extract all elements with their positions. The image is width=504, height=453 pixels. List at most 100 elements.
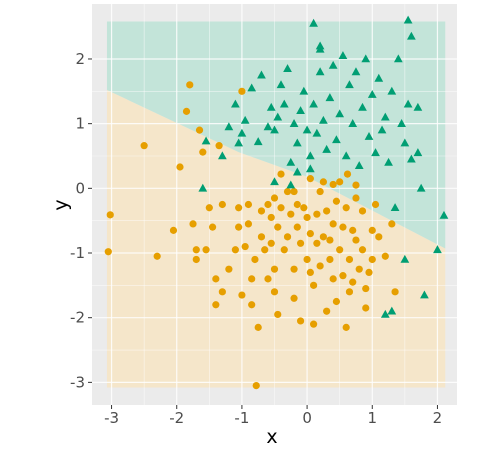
x-tick-label: -2 — [169, 409, 184, 427]
point-triangle — [309, 18, 318, 27]
point-circle — [270, 265, 279, 273]
point-circle — [267, 239, 275, 247]
point-circle — [345, 255, 354, 264]
point-circle — [388, 220, 396, 228]
point-circle — [362, 304, 370, 312]
point-circle — [218, 288, 226, 296]
point-triangle — [292, 138, 302, 147]
point-circle — [336, 246, 344, 254]
point-circle — [169, 226, 178, 234]
point-circle — [339, 272, 347, 280]
y-tick-label: -1 — [70, 244, 85, 262]
point-triangle — [299, 86, 309, 95]
point-triangle — [273, 112, 283, 121]
point-circle — [368, 255, 376, 264]
point-circle — [306, 268, 314, 277]
point-circle — [352, 194, 360, 202]
point-circle — [358, 207, 367, 215]
point-circle — [323, 307, 331, 315]
point-triangle — [387, 306, 397, 315]
point-triangle — [393, 54, 403, 63]
decision-region-orange — [106, 90, 446, 388]
point-triangle — [315, 41, 325, 50]
point-circle — [332, 297, 341, 306]
point-circle — [231, 246, 239, 254]
point-triangle — [305, 151, 315, 160]
point-triangle — [279, 99, 289, 108]
point-triangle — [407, 31, 416, 40]
point-circle — [252, 381, 260, 390]
point-triangle — [371, 148, 380, 157]
x-tick-label: -1 — [234, 409, 249, 427]
point-circle — [339, 223, 347, 231]
point-circle — [140, 142, 148, 150]
point-circle — [235, 223, 243, 231]
point-circle — [241, 242, 249, 251]
point-circle — [349, 226, 357, 234]
x-tick-label: 2 — [433, 409, 443, 427]
point-circle — [349, 278, 357, 286]
point-triangle — [240, 115, 250, 124]
point-circle — [153, 252, 161, 260]
point-triangle — [397, 119, 406, 127]
x-tick-label: -3 — [104, 409, 119, 427]
point-circle — [235, 204, 243, 212]
point-triangle — [231, 99, 240, 108]
point-circle — [225, 265, 233, 273]
point-triangle — [380, 112, 390, 121]
point-triangle — [374, 73, 384, 82]
point-triangle — [351, 67, 361, 76]
point-circle — [323, 207, 331, 215]
point-triangle — [433, 245, 442, 254]
point-triangle — [420, 290, 429, 299]
point-triangle — [354, 161, 364, 170]
point-circle — [303, 213, 311, 222]
point-triangle — [289, 119, 299, 127]
point-circle — [290, 187, 298, 196]
point-circle — [306, 230, 314, 238]
point-triangle — [305, 164, 315, 173]
point-circle — [254, 323, 262, 331]
y-tick-label: -3 — [70, 373, 85, 391]
point-triangle — [312, 128, 322, 137]
point-circle — [342, 323, 350, 331]
point-triangle — [286, 157, 296, 166]
point-circle — [238, 291, 246, 299]
point-circle — [195, 126, 204, 134]
point-circle — [319, 233, 327, 241]
point-triangle — [413, 102, 423, 111]
point-triangle — [390, 203, 400, 212]
point-triangle — [319, 115, 328, 124]
point-triangle — [403, 15, 413, 24]
point-circle — [329, 180, 337, 189]
point-circle — [345, 288, 354, 296]
point-triangle — [253, 137, 263, 146]
point-triangle — [201, 136, 211, 145]
point-circle — [358, 246, 367, 254]
y-tick-label: 2 — [75, 50, 85, 68]
point-circle — [355, 265, 363, 273]
point-triangle — [367, 89, 377, 98]
point-circle — [212, 275, 220, 283]
point-circle — [244, 220, 253, 228]
point-circle — [264, 200, 272, 209]
point-triangle — [358, 102, 367, 111]
point-circle — [244, 200, 253, 209]
y-axis-ticks: -3 -2 -1 0 1 2 — [70, 50, 92, 391]
point-circle — [205, 204, 213, 212]
point-circle — [238, 87, 246, 95]
point-circle — [329, 220, 337, 228]
point-triangle — [387, 86, 397, 95]
point-circle — [313, 210, 321, 218]
point-circle — [316, 187, 324, 196]
point-triangle — [407, 154, 416, 163]
point-circle — [274, 310, 282, 319]
point-circle — [283, 233, 292, 241]
point-triangle — [270, 125, 279, 134]
point-circle — [104, 248, 112, 256]
point-circle — [352, 181, 360, 189]
point-triangle — [292, 167, 302, 176]
point-triangle — [309, 99, 318, 108]
point-circle — [192, 246, 200, 254]
